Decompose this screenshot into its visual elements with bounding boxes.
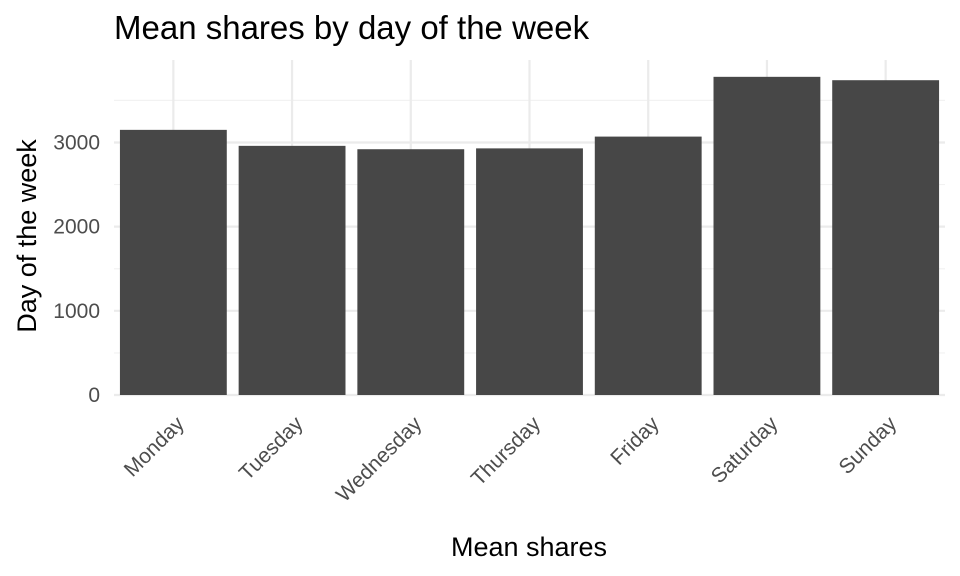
x-tick-label-wednesday: Wednesday <box>332 412 427 507</box>
bar-saturday <box>713 76 821 395</box>
chart-title: Mean shares by day of the week <box>114 9 590 46</box>
bar-monday <box>119 129 227 395</box>
x-tick-label-saturday: Saturday <box>707 412 783 488</box>
bar-wednesday <box>357 149 465 395</box>
x-axis-title: Mean shares <box>451 532 607 562</box>
bar-tuesday <box>238 145 346 395</box>
bars <box>119 76 940 396</box>
y-tick-label: 3000 <box>53 131 100 154</box>
y-tick-label: 0 <box>88 384 100 407</box>
x-tick-label-tuesday: Tuesday <box>235 412 308 485</box>
y-tick-label: 1000 <box>53 300 100 323</box>
bar-friday <box>594 136 702 396</box>
y-axis-ticks: 0 1000 2000 3000 <box>53 131 100 407</box>
x-tick-label-sunday: Sunday <box>835 412 902 479</box>
x-tick-label-friday: Friday <box>606 412 664 470</box>
y-tick-label: 2000 <box>53 216 100 239</box>
x-tick-label-monday: Monday <box>120 412 189 481</box>
x-tick-label-thursday: Thursday <box>467 412 546 491</box>
bar-thursday <box>476 148 583 395</box>
y-axis-title: Day of the week <box>12 139 42 333</box>
x-axis-ticks: Monday Tuesday Wednesday Thursday Friday Satu… <box>120 412 902 507</box>
bar-sunday <box>832 80 940 396</box>
